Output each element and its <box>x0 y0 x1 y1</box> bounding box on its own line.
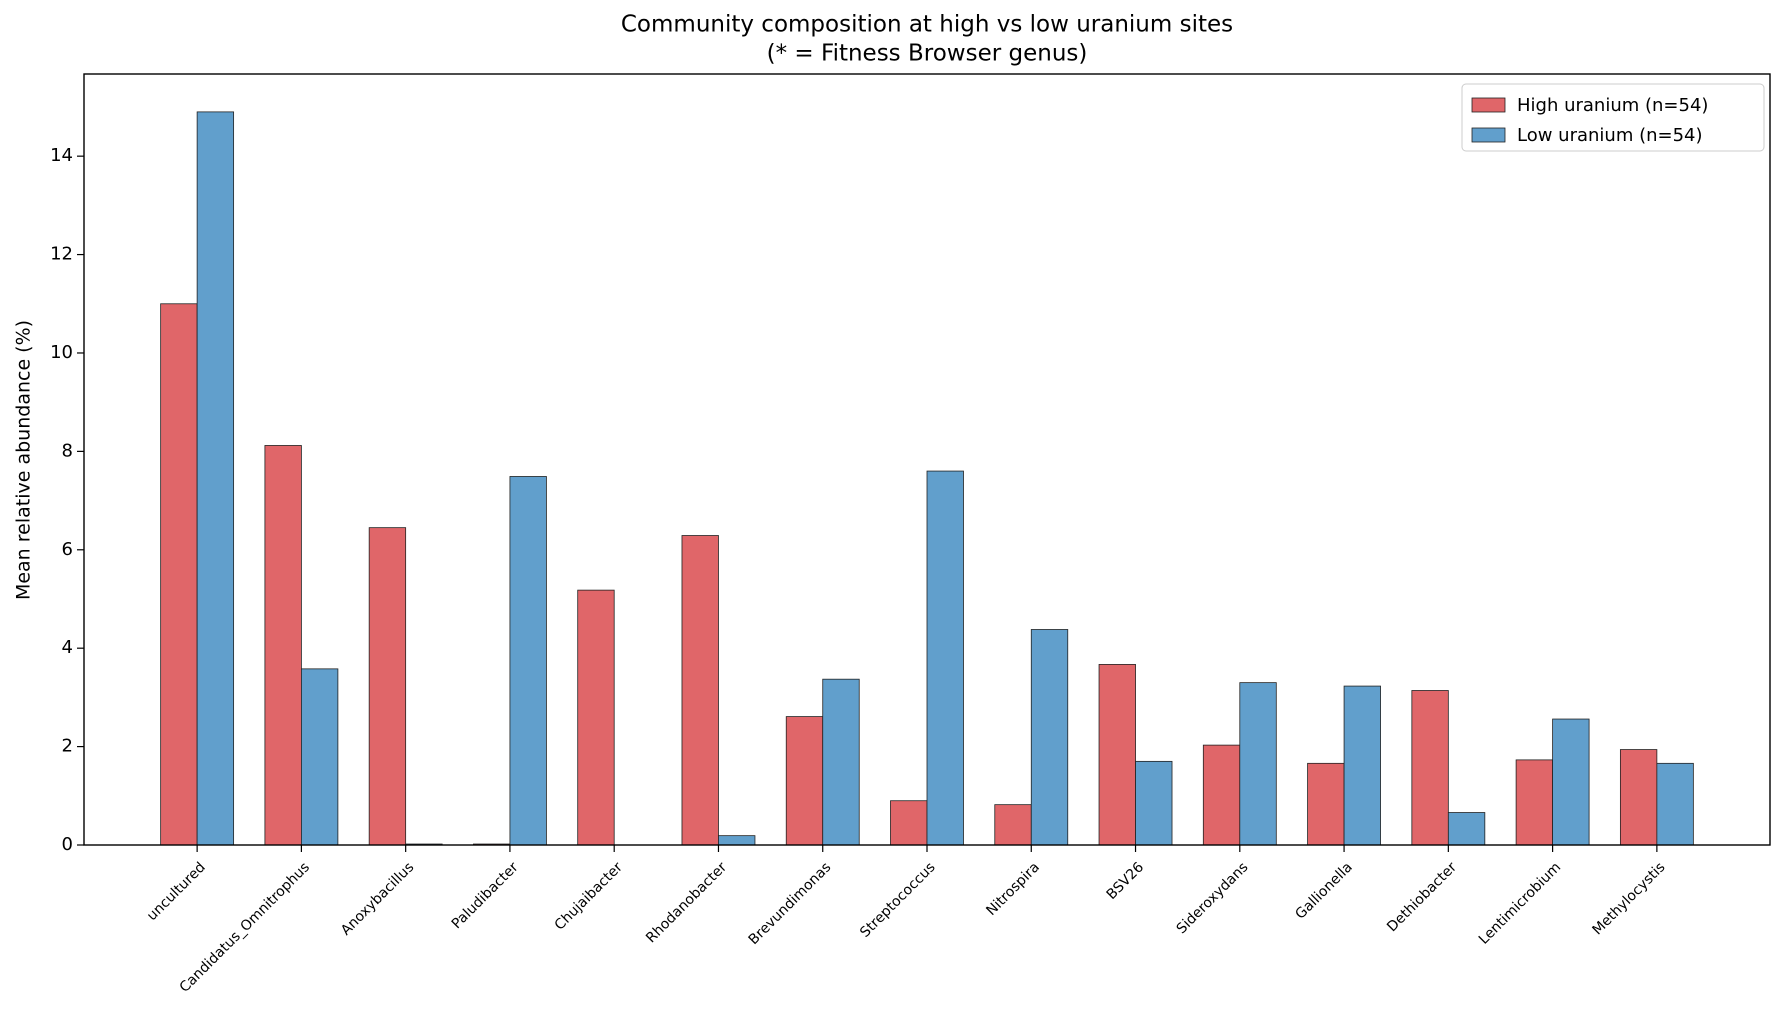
x-tick-label: Chujaibacter <box>552 859 626 933</box>
bar <box>681 535 719 846</box>
y-tick-label: 14 <box>50 145 73 166</box>
bar <box>368 527 407 846</box>
x-tick-label: Rhodanobacter <box>643 859 730 946</box>
bar <box>196 111 235 846</box>
bar <box>1098 664 1136 846</box>
x-tick-label: Methylocystis <box>1590 859 1669 938</box>
bar <box>1135 760 1173 846</box>
bar <box>1030 629 1069 846</box>
legend-label: Low uranium (n=54) <box>1517 125 1703 146</box>
bar <box>160 303 198 846</box>
x-tick-label: Sideroxydans <box>1174 859 1252 937</box>
y-tick-label: 10 <box>50 342 73 363</box>
bar <box>509 476 547 846</box>
legend-frame <box>1461 83 1765 152</box>
y-axis-label: Mean relative abundance (%) <box>13 320 35 600</box>
bar <box>994 804 1032 846</box>
y-tick-label: 2 <box>62 736 73 757</box>
bar <box>718 835 756 846</box>
axes-frame <box>83 73 1771 846</box>
chart-title: Community composition at high vs low ura… <box>621 12 1233 38</box>
legend-label: High uranium (n=54) <box>1517 95 1708 116</box>
x-tick-label: Streptococcus <box>857 859 938 940</box>
bar <box>1656 762 1694 846</box>
y-tick-label: 6 <box>62 539 73 560</box>
x-tick-label: Anoxybacillus <box>338 859 417 938</box>
x-tick-label: Brevundimonas <box>746 859 835 948</box>
x-tick-label: Nitrospira <box>983 859 1043 919</box>
bar <box>1343 685 1381 846</box>
bar <box>577 589 615 846</box>
bar <box>890 800 928 846</box>
chart-subtitle: (* = Fitness Browser genus) <box>767 41 1088 67</box>
x-tick-label: Paludibacter <box>449 859 522 932</box>
x-tick-label: Dethiobacter <box>1384 859 1460 935</box>
y-tick-label: 4 <box>62 637 73 658</box>
y-tick-label: 12 <box>50 244 73 265</box>
legend: High uranium (n=54) Low uranium (n=54) <box>1461 83 1765 152</box>
legend-swatch <box>1471 97 1506 113</box>
bar <box>822 678 860 846</box>
x-tick-label: uncultured <box>144 859 209 924</box>
x-tick-label: BSV26 <box>1104 859 1148 903</box>
x-tick-label: Gallionella <box>1292 859 1355 922</box>
bar <box>1202 744 1241 846</box>
bar <box>785 716 824 846</box>
x-tick-label: Lentimicrobium <box>1476 859 1564 947</box>
bar <box>926 470 964 846</box>
bar <box>264 445 302 846</box>
legend-swatch <box>1471 127 1506 143</box>
bar <box>1411 690 1449 846</box>
bar <box>300 668 339 846</box>
bar <box>1619 749 1658 846</box>
y-tick-label: 0 <box>62 834 73 855</box>
bar <box>1447 812 1486 846</box>
bar <box>1552 718 1590 846</box>
bar <box>1515 759 1554 846</box>
y-tick-label: 8 <box>62 440 73 461</box>
bar <box>1239 682 1277 846</box>
bar <box>1307 762 1345 846</box>
